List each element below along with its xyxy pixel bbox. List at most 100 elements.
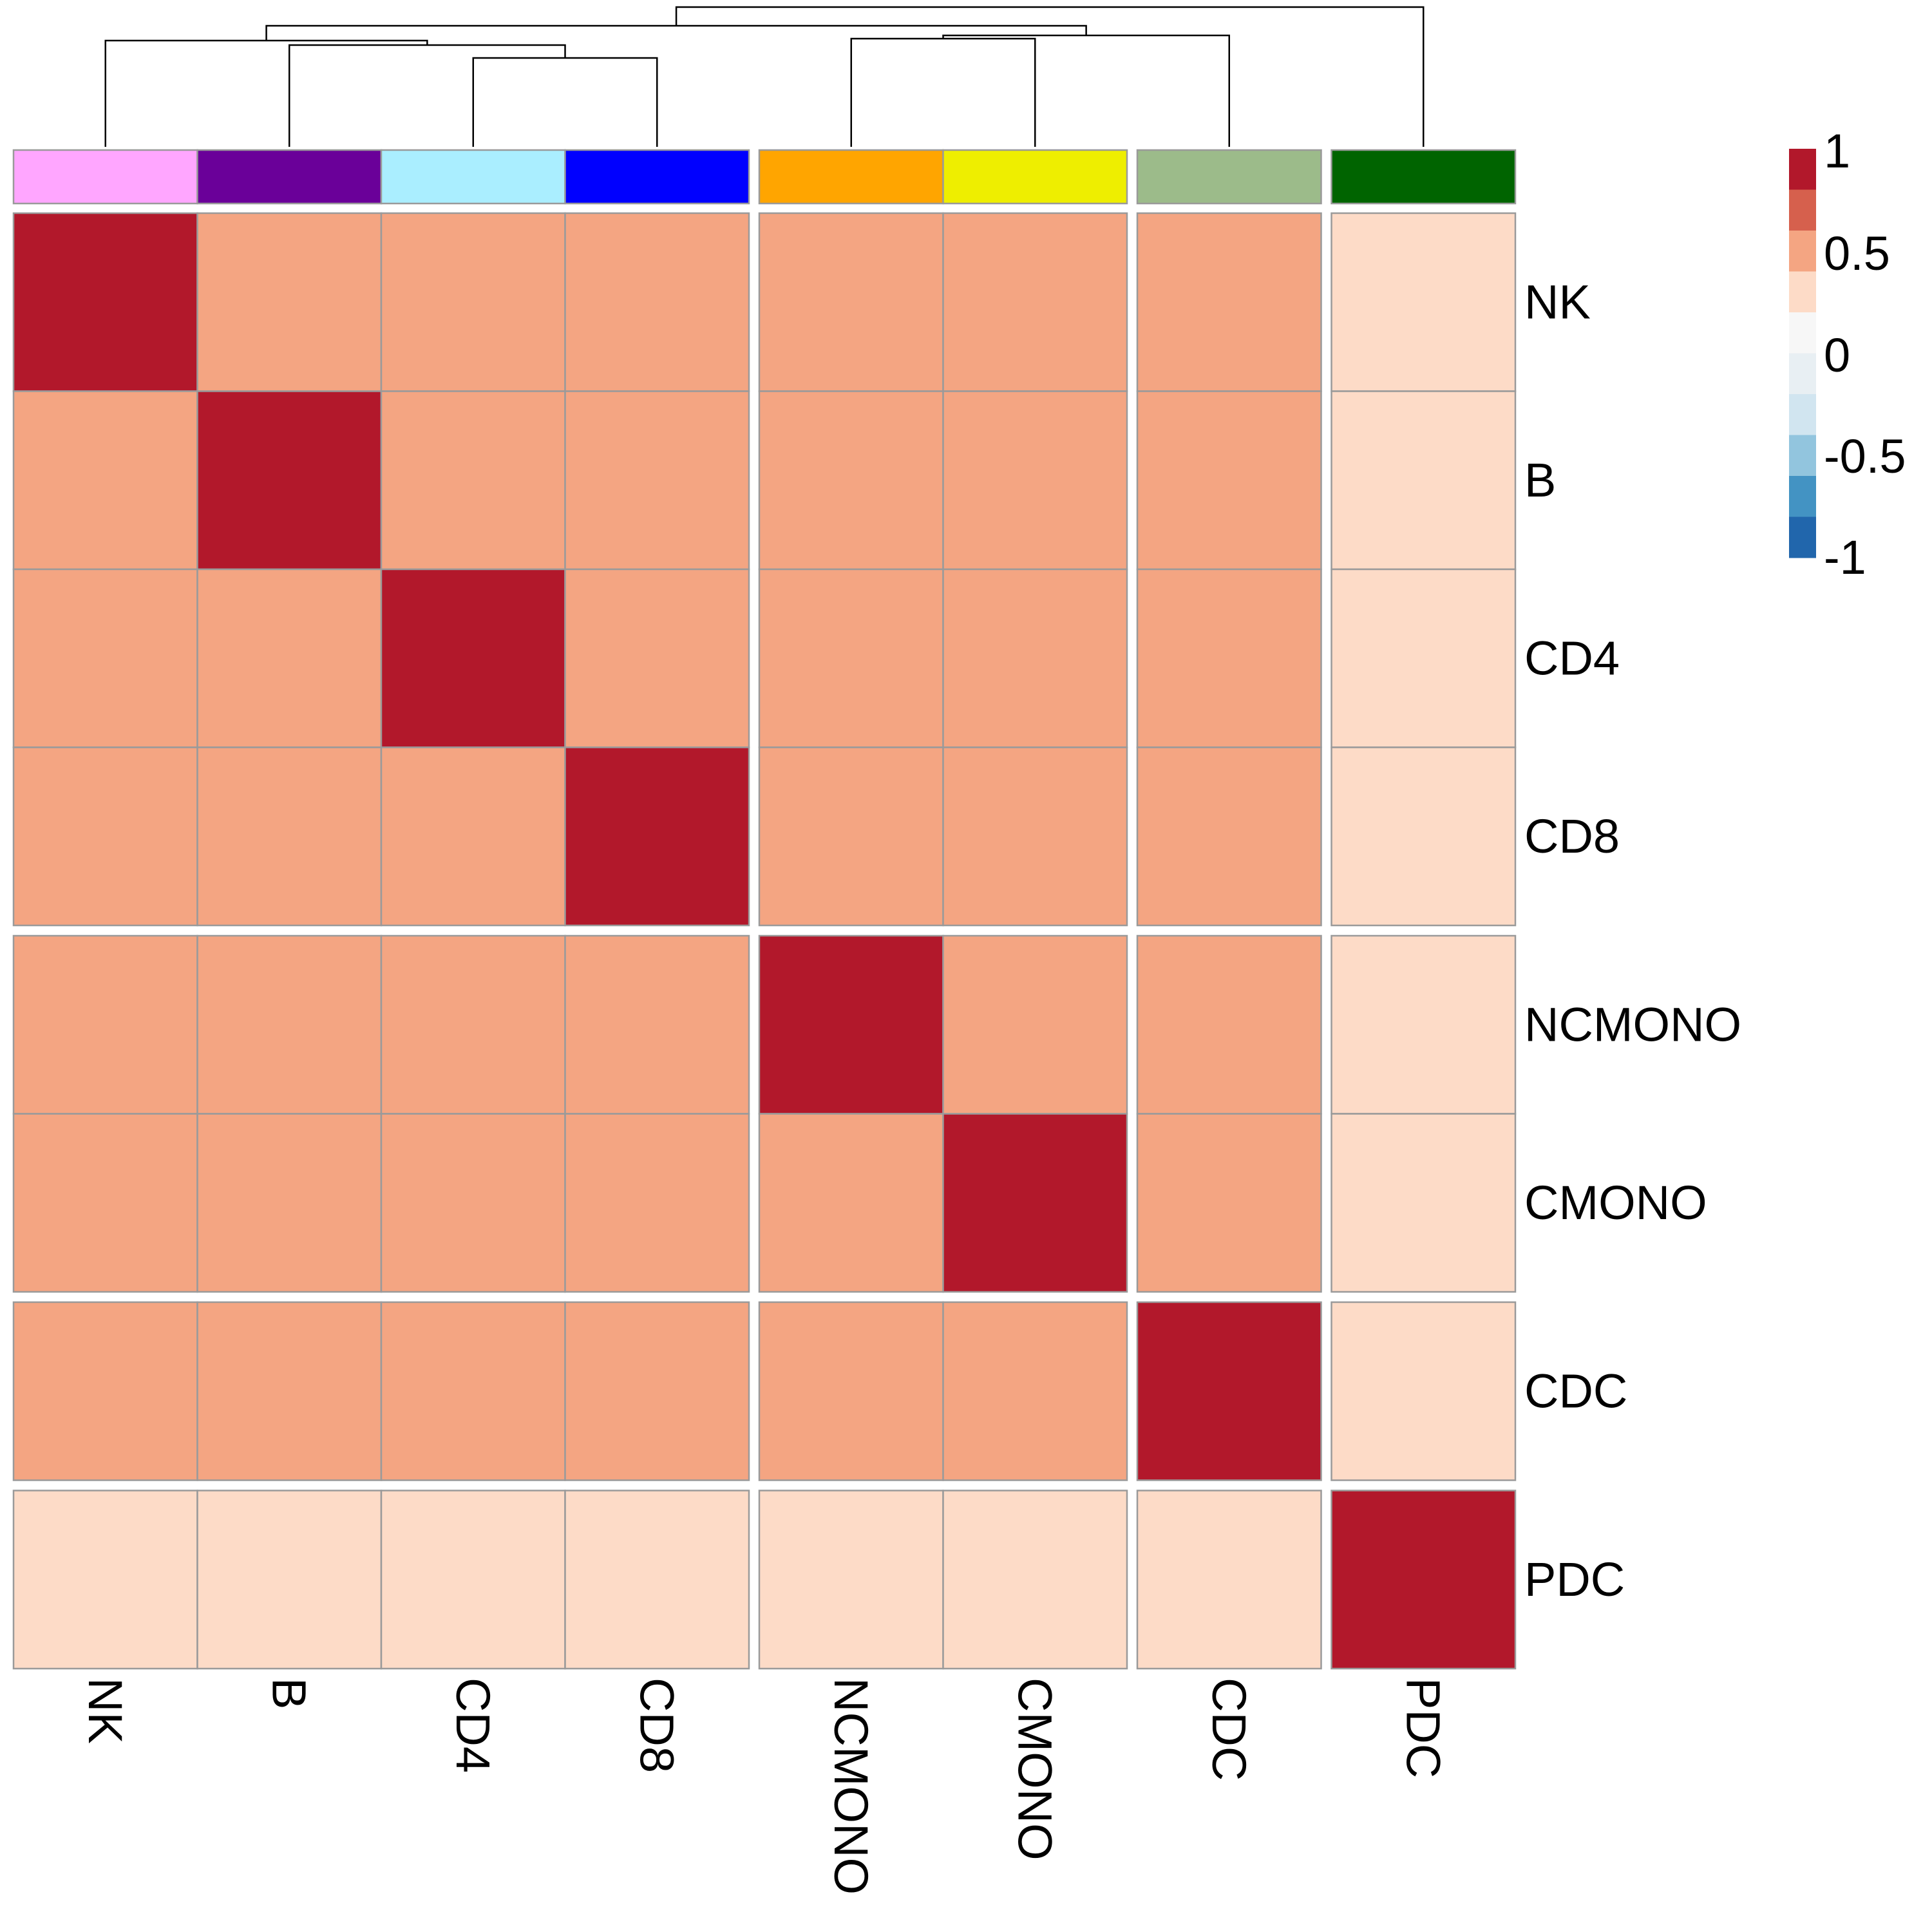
row-label-cdc: CDC <box>1524 1364 1627 1417</box>
column-label-cd4: CD4 <box>446 1678 500 1773</box>
heatmap-cell-b-pdc <box>1331 390 1517 571</box>
row-label-cd8: CD8 <box>1524 810 1620 863</box>
heatmap-cell-cmono-ncmono <box>758 1113 944 1293</box>
heatmap-cell-cdc-cmono <box>942 1301 1128 1481</box>
row-label-nk: NK <box>1524 275 1591 328</box>
legend-color-bin <box>1789 516 1816 558</box>
heatmap-cell-nk-cdc <box>1136 212 1322 392</box>
legend-color-bin <box>1789 149 1816 190</box>
heatmap-cell-cd4-b <box>196 568 383 748</box>
column-label-cmono: CMONO <box>1008 1678 1061 1861</box>
legend-color-bin <box>1789 271 1816 313</box>
row-labels: NK B CD4 CD8 NCMONO CMONO CDC PDC <box>1524 275 1741 1606</box>
heatmap-cell-cd8-b <box>196 746 383 927</box>
column-label-cdc: CDC <box>1202 1678 1256 1781</box>
annotation-swatch-cd4 <box>380 149 566 205</box>
heatmap-cell-cmono-b <box>196 1113 383 1293</box>
row-label-cd4: CD4 <box>1524 631 1620 685</box>
heatmap-cell-nk-cd4 <box>380 212 566 392</box>
annotation-swatch-cdc <box>1136 149 1322 205</box>
column-labels: NK B CD4 CD8 NCMONO CMONO CDC PDC <box>79 1678 1450 1895</box>
heatmap-cell-cd8-cdc <box>1136 746 1322 927</box>
annotation-swatch-ncmono <box>758 149 944 205</box>
heatmap-cell-cd8-pdc <box>1331 746 1517 927</box>
dendrogram-branch <box>289 44 566 147</box>
heatmap-cell-ncmono-cdc <box>1136 934 1322 1115</box>
heatmap-cell-nk-cmono <box>942 212 1128 392</box>
legend-color-bin <box>1789 476 1816 517</box>
dendrogram-branch <box>942 34 1230 147</box>
heatmap-cell-b-nk <box>12 390 198 571</box>
heatmap-cell-cdc-pdc <box>1331 1301 1517 1481</box>
row-label-cmono: CMONO <box>1524 1176 1707 1229</box>
dendrogram-branch <box>675 6 1425 147</box>
heatmap-cell-cdc-cdc <box>1136 1301 1322 1481</box>
legend-tick-label: -0.5 <box>1824 430 1906 483</box>
heatmap-cell-b-cmono <box>942 390 1128 571</box>
heatmap-cell-pdc-cdc <box>1136 1490 1322 1670</box>
heatmap-cell-cd8-cd8 <box>564 746 750 927</box>
legend-color-bin <box>1789 231 1816 272</box>
heatmap-cell-cd8-cd4 <box>380 746 566 927</box>
annotation-swatch-pdc <box>1331 149 1517 205</box>
heatmap-cell-ncmono-pdc <box>1331 934 1517 1115</box>
heatmap-cell-pdc-pdc <box>1331 1490 1517 1670</box>
row-label-b: B <box>1524 453 1556 507</box>
heatmap-cell-cdc-cd4 <box>380 1301 566 1481</box>
heatmap-cell-cd4-nk <box>12 568 198 748</box>
row-label-ncmono: NCMONO <box>1524 998 1741 1051</box>
heatmap-cell-cd4-cmono <box>942 568 1128 748</box>
heatmap-cell-b-b <box>196 390 383 571</box>
row-label-pdc: PDC <box>1524 1553 1625 1606</box>
annotation-swatch-b <box>196 149 383 205</box>
heatmap-cell-cd8-ncmono <box>758 746 944 927</box>
annotation-swatch-cmono <box>942 149 1128 205</box>
heatmap-cell-ncmono-b <box>196 934 383 1115</box>
heatmap-cell-cd4-ncmono <box>758 568 944 748</box>
heatmap-cell-nk-nk <box>12 212 198 392</box>
heatmap-cell-pdc-b <box>196 1490 383 1670</box>
dendrogram-branch <box>472 57 658 147</box>
heatmap-cell-pdc-nk <box>12 1490 198 1670</box>
heatmap-cell-pdc-cd8 <box>564 1490 750 1670</box>
heatmap-cell-cd4-pdc <box>1331 568 1517 748</box>
heatmap-cell-cmono-pdc <box>1331 1113 1517 1293</box>
heatmap-cell-cd4-cd4 <box>380 568 566 748</box>
heatmap-cell-pdc-ncmono <box>758 1490 944 1670</box>
heatmap-cell-nk-pdc <box>1331 212 1517 392</box>
heatmap-cell-cmono-cd8 <box>564 1113 750 1293</box>
heatmap-cell-cdc-nk <box>12 1301 198 1481</box>
column-label-b: B <box>262 1678 316 1709</box>
heatmap-cell-cd4-cdc <box>1136 568 1322 748</box>
annotation-swatch-cd8 <box>564 149 750 205</box>
heatmap-cell-nk-ncmono <box>758 212 944 392</box>
heatmap-cells <box>12 212 1517 1670</box>
column-dendrogram <box>104 6 1425 147</box>
heatmap-cell-b-cdc <box>1136 390 1322 571</box>
heatmap-cell-cd8-nk <box>12 746 198 927</box>
legend-color-bin <box>1789 189 1816 231</box>
legend-color-bin <box>1789 353 1816 395</box>
legend-color-bin <box>1789 394 1816 435</box>
heatmap-cell-b-cd8 <box>564 390 750 571</box>
column-label-nk: NK <box>79 1678 132 1744</box>
legend-tick-label: 1 <box>1824 124 1850 178</box>
heatmap-cell-cd8-cmono <box>942 746 1128 927</box>
column-label-ncmono: NCMONO <box>824 1678 878 1895</box>
legend-tick-label: 0.5 <box>1824 227 1890 280</box>
dendrogram-branch <box>850 37 1036 147</box>
legend-tick-label: 0 <box>1824 328 1850 382</box>
heatmap-cell-ncmono-nk <box>12 934 198 1115</box>
heatmap-cell-cdc-ncmono <box>758 1301 944 1481</box>
legend-color-bin <box>1789 435 1816 477</box>
heatmap-cell-b-ncmono <box>758 390 944 571</box>
heatmap-cell-cmono-nk <box>12 1113 198 1293</box>
annotation-swatch-nk <box>12 149 198 205</box>
heatmap-cell-nk-cd8 <box>564 212 750 392</box>
heatmap-cell-cdc-cd8 <box>564 1301 750 1481</box>
heatmap-cell-cmono-cmono <box>942 1113 1128 1293</box>
heatmap-cell-nk-b <box>196 212 383 392</box>
column-label-pdc: PDC <box>1396 1678 1450 1778</box>
heatmap-cell-cd4-cd8 <box>564 568 750 748</box>
